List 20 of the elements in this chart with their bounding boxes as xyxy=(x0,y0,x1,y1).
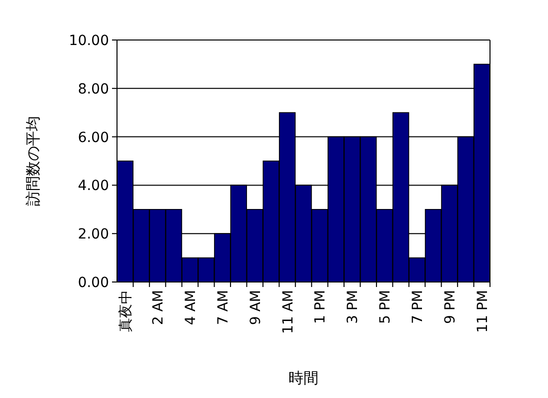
y-tick-label: 8.00 xyxy=(78,81,109,98)
y-axis-title: 訪問数の平均 xyxy=(24,116,42,206)
x-tick-label: 9 PM xyxy=(442,290,458,324)
x-tick-label: 4 AM xyxy=(182,290,199,326)
y-tick-label: 2.00 xyxy=(78,226,109,243)
x-tick-label: 11 PM xyxy=(474,290,491,333)
x-tick-label: 3 PM xyxy=(345,290,362,324)
x-tick-label: 7 PM xyxy=(410,290,426,324)
x-axis-title: 時間 xyxy=(288,369,318,387)
y-tick-label: 4.00 xyxy=(78,178,109,194)
y-tick-label: 6.00 xyxy=(78,130,109,146)
x-tick-label: 11 AM xyxy=(280,290,296,334)
x-tick-label: 2 AM xyxy=(150,290,167,326)
y-tick-label: 10.00 xyxy=(68,33,109,49)
x-tick-label: 1 PM xyxy=(312,290,329,324)
x-tick-label: 真夜中 xyxy=(118,290,134,332)
x-tick-label: 7 AM xyxy=(215,290,232,326)
x-tick-label: 5 PM xyxy=(378,290,394,324)
y-tick-label: 0.00 xyxy=(78,275,109,291)
x-tick-label: 9 AM xyxy=(248,290,264,326)
